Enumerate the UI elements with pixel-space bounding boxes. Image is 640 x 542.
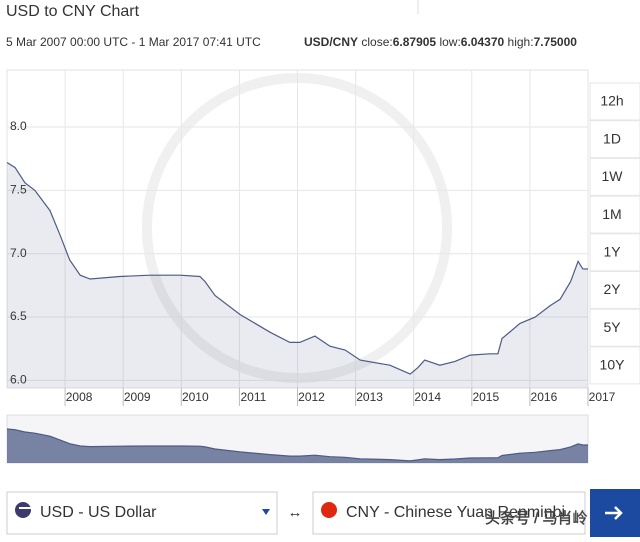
dropdown-arrow[interactable]	[262, 509, 270, 515]
period-button[interactable]	[589, 233, 640, 272]
x-tick-label: 2011	[240, 390, 266, 404]
x-tick-label: 2016	[531, 390, 558, 404]
period-label[interactable]: 12h	[600, 93, 623, 109]
series-area	[7, 162, 588, 388]
us-flag-stripe	[19, 507, 31, 509]
y-tick-label: 8.0	[10, 119, 27, 133]
y-tick-label: 6.5	[10, 309, 27, 323]
period-label[interactable]: 1Y	[603, 244, 621, 260]
x-tick-label: 2012	[298, 390, 325, 404]
period-button[interactable]	[589, 271, 640, 309]
x-tick-label: 2010	[182, 390, 209, 404]
period-label[interactable]: 1M	[602, 206, 621, 222]
plot: 6.0 6.5 7.0 7.5 8.0 2008 2009 2010 2011 2012 2013 2…	[6, 70, 616, 406]
period-button[interactable]	[589, 346, 640, 385]
period-button[interactable]	[589, 120, 640, 159]
x-tick-label: 2009	[124, 390, 151, 404]
y-tick-label: 7.0	[10, 246, 27, 260]
navigator-series	[6, 428, 588, 463]
period-button[interactable]	[589, 157, 640, 196]
period-label[interactable]: 1D	[603, 130, 621, 146]
from-select[interactable]	[6, 491, 278, 535]
period-label[interactable]: 2Y	[603, 281, 621, 297]
cn-flag	[321, 502, 337, 518]
x-tick-label: 2014	[414, 390, 441, 404]
stat-label: high:	[508, 35, 534, 49]
period-label[interactable]: 1W	[602, 168, 624, 184]
stat-value: 6.87905	[393, 35, 437, 49]
x-tick-label: 2015	[472, 390, 499, 404]
y-tick-label: 7.5	[10, 183, 27, 197]
period-label[interactable]: 10Y	[600, 357, 626, 373]
period-buttons: 12h 1D 1W 1M 1Y 2Y 5Y 10Y	[589, 82, 640, 385]
watermark-text: 头条号 / 马肖岭	[485, 510, 588, 527]
x-tick-label: 2008	[66, 390, 93, 404]
period-button[interactable]	[589, 308, 640, 347]
stat-value: 7.75000	[534, 35, 578, 49]
convert-arrow	[605, 506, 623, 520]
swap-button[interactable]: ↔	[288, 504, 303, 521]
x-tick-label: 2013	[356, 390, 383, 404]
to-select[interactable]	[312, 491, 586, 535]
from-currency[interactable]: USD - US Dollar	[40, 504, 157, 521]
to-currency[interactable]: CNY - Chinese Yuan Renminbi	[346, 504, 565, 521]
stat-label: close:	[361, 35, 392, 49]
stats: USD/CNY close:6.87905 low:6.04370 high:7…	[304, 35, 577, 49]
period-button[interactable]	[589, 195, 640, 234]
date-range: 5 Mar 2007 00:00 UTC - 1 Mar 2017 07:41 …	[6, 35, 261, 49]
pair: USD/CNY	[304, 35, 358, 49]
us-flag	[15, 502, 31, 518]
period-label[interactable]: 5Y	[603, 319, 621, 335]
stat-label: low:	[439, 35, 460, 49]
stats-line: USD/CNY close:6.87905 low:6.04370 high:7…	[304, 35, 577, 49]
stat-value: 6.04370	[461, 35, 505, 49]
period-button[interactable]	[589, 82, 640, 121]
series-area	[7, 429, 588, 463]
x-tick-label: 2017	[589, 390, 616, 404]
y-tick-label: 6.0	[10, 373, 27, 387]
series-line	[6, 428, 588, 462]
series-line	[6, 161, 589, 375]
chart-title: USD to CNY Chart	[6, 3, 140, 20]
